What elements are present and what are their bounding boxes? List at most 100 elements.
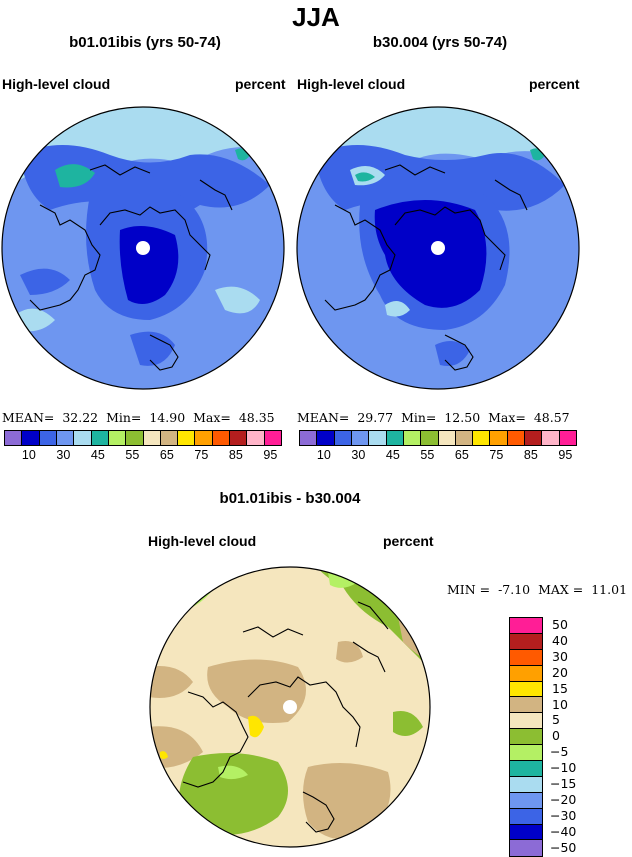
diff-colorbar-tick-label: −5 xyxy=(550,744,569,760)
colorbar-tick-label: 30 xyxy=(351,448,366,462)
colorbar-tick-label: 75 xyxy=(194,448,209,462)
colorbar-swatch xyxy=(507,431,526,445)
diff-colorbar xyxy=(509,617,543,857)
diff-colorbar-tick-label: 0 xyxy=(552,728,560,744)
diff-colorbar-tick-label: −50 xyxy=(550,839,577,855)
colorbar-swatch xyxy=(300,431,318,445)
figure-title: JJA xyxy=(292,2,340,32)
colorbar-swatch xyxy=(525,431,543,445)
panel-2-colorbar-labels: 10 30 45 55 65 75 85 95 xyxy=(299,448,575,464)
colorbar-tick-label: 10 xyxy=(21,448,36,462)
diff-colorbar-tick-label: 50 xyxy=(552,617,568,632)
colorbar-swatch xyxy=(56,431,75,445)
colorbar-swatch xyxy=(542,431,560,445)
diff-colorbar-tick-label: −10 xyxy=(550,760,577,776)
diff-colorbar-swatch xyxy=(510,808,542,825)
diff-colorbar-swatch xyxy=(510,665,542,682)
diff-colorbar-labels: 50 40 30 20 15 10 5 0 −5 −10 −15 −20 −30 −40 −50 xyxy=(550,617,610,857)
diff-colorbar-swatch xyxy=(510,761,542,777)
diff-colorbar-tick-label: 15 xyxy=(552,680,568,696)
colorbar-swatch xyxy=(264,431,281,445)
colorbar-swatch xyxy=(247,431,265,445)
colorbar-tick-label: 85 xyxy=(523,448,538,462)
diff-colorbar-tick-label: 20 xyxy=(552,664,568,680)
colorbar-swatch xyxy=(126,431,144,445)
colorbar-swatch xyxy=(108,431,127,445)
colorbar-swatch xyxy=(369,431,387,445)
colorbar-tick-label: 95 xyxy=(558,448,573,462)
panel-2-stats: MEAN= 29.77 Min= 12.50 Max= 48.57 xyxy=(297,410,570,425)
panel-2-variable: High-level cloud xyxy=(297,76,406,92)
colorbar-tick-label: 30 xyxy=(56,448,71,462)
colorbar-swatch xyxy=(351,431,370,445)
colorbar-tick-label: 45 xyxy=(385,448,400,462)
diff-colorbar-swatch xyxy=(510,633,542,650)
colorbar-swatch xyxy=(455,431,474,445)
colorbar-tick-label: 75 xyxy=(489,448,504,462)
diff-variable: High-level cloud xyxy=(148,533,257,549)
diff-colorbar-swatch xyxy=(510,649,542,666)
diff-colorbar-swatch xyxy=(510,745,542,762)
diff-colorbar-swatch xyxy=(510,729,542,746)
panel-2-colorbar xyxy=(299,430,577,446)
panel-1-variable: High-level cloud xyxy=(2,76,111,92)
colorbar-swatch xyxy=(490,431,508,445)
diff-colorbar-tick-label: 30 xyxy=(552,648,568,664)
colorbar-swatch xyxy=(5,431,23,445)
colorbar-tick-label: 65 xyxy=(159,448,174,462)
panel-1-colorbar-labels: 10 30 45 55 65 75 85 95 xyxy=(4,448,280,464)
panel-2-title: b30.004 (yrs 50-74) xyxy=(372,34,508,51)
colorbar-swatch xyxy=(386,431,404,445)
diff-colorbar-tick-label: −30 xyxy=(550,807,577,823)
colorbar-swatch xyxy=(91,431,109,445)
colorbar-swatch xyxy=(195,431,213,445)
panel-1-units: percent xyxy=(235,76,286,92)
panel-2-map xyxy=(296,106,580,390)
colorbar-tick-label: 10 xyxy=(316,448,331,462)
diff-colorbar-tick-label: 40 xyxy=(552,632,568,648)
colorbar-swatch xyxy=(230,431,248,445)
colorbar-tick-label: 85 xyxy=(228,448,243,462)
colorbar-swatch xyxy=(473,431,491,445)
colorbar-swatch xyxy=(178,431,196,445)
panel-2-units: percent xyxy=(529,76,580,92)
diff-units: percent xyxy=(383,533,434,549)
colorbar-tick-label: 65 xyxy=(454,448,469,462)
diff-title: b01.01ibis - b30.004 xyxy=(219,490,361,507)
colorbar-swatch xyxy=(334,431,352,445)
panel-1-stats: MEAN= 32.22 Min= 14.90 Max= 48.35 xyxy=(2,410,275,425)
diff-colorbar-swatch xyxy=(510,824,542,841)
panel-1-title: b01.01ibis (yrs 50-74) xyxy=(69,34,221,51)
colorbar-tick-label: 55 xyxy=(420,448,435,462)
diff-colorbar-swatch xyxy=(510,792,542,809)
diff-colorbar-swatch xyxy=(510,681,542,698)
diff-colorbar-swatch xyxy=(510,713,542,730)
panel-1-colorbar xyxy=(4,430,282,446)
colorbar-swatch xyxy=(160,431,179,445)
colorbar-swatch xyxy=(212,431,231,445)
colorbar-tick-label: 95 xyxy=(263,448,278,462)
colorbar-swatch xyxy=(317,431,335,445)
diff-colorbar-swatch xyxy=(510,618,542,634)
panel-1-map xyxy=(1,106,285,390)
colorbar-tick-label: 55 xyxy=(125,448,140,462)
diff-colorbar-tick-label: −40 xyxy=(550,823,577,839)
colorbar-swatch xyxy=(559,431,576,445)
diff-map xyxy=(149,566,431,848)
diff-colorbar-tick-label: 5 xyxy=(552,712,560,728)
diff-colorbar-tick-label: −15 xyxy=(550,776,577,791)
colorbar-swatch xyxy=(403,431,422,445)
diff-colorbar-swatch xyxy=(510,697,542,714)
diff-colorbar-tick-label: −20 xyxy=(550,791,577,807)
diff-colorbar-swatch xyxy=(510,776,542,793)
colorbar-swatch xyxy=(421,431,439,445)
colorbar-swatch xyxy=(438,431,456,445)
diff-colorbar-swatch xyxy=(510,840,542,857)
diff-stats: MIN = -7.10 MAX = 11.01 xyxy=(447,582,628,597)
colorbar-swatch xyxy=(39,431,57,445)
colorbar-tick-label: 45 xyxy=(90,448,105,462)
colorbar-swatch xyxy=(22,431,40,445)
colorbar-swatch xyxy=(74,431,92,445)
diff-colorbar-tick-label: 10 xyxy=(552,696,568,712)
colorbar-swatch xyxy=(143,431,161,445)
